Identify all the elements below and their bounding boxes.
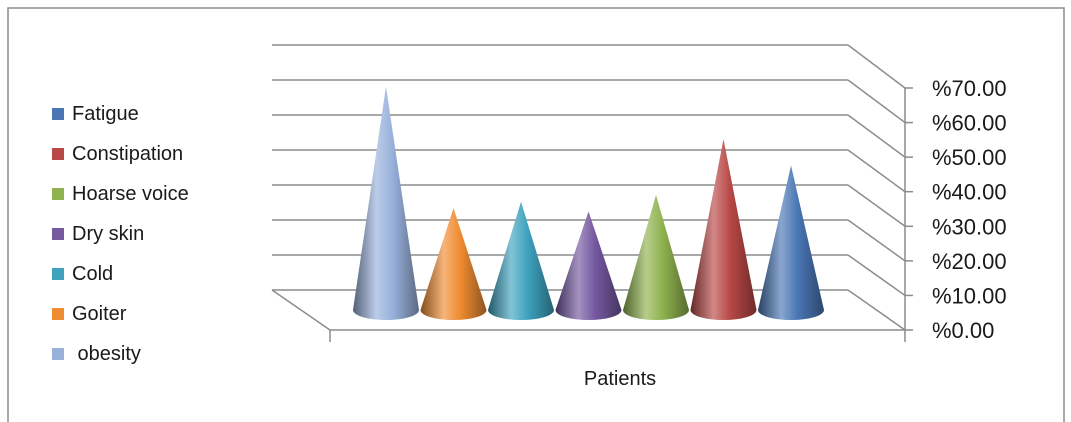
legend-item: Constipation (52, 142, 183, 166)
cone-body (623, 195, 689, 320)
legend-swatch (52, 188, 64, 200)
gridline-side (847, 289, 906, 331)
legend-label: Goiter (72, 302, 127, 325)
gridline-side (847, 149, 906, 193)
legend-item: Hoarse voice (52, 182, 189, 206)
legend-label: Dry skin (72, 222, 145, 245)
y-tick-label: %70.00 (932, 76, 1007, 101)
cone-body (353, 86, 419, 320)
legend-item: Dry skin (52, 222, 144, 246)
y-tick-label: %10.00 (932, 283, 1007, 308)
legend-label: obesity (72, 342, 141, 365)
legend-swatch (52, 228, 64, 240)
legend-swatch (52, 348, 64, 360)
cone-obesity (353, 86, 419, 320)
cone-cold (488, 201, 554, 320)
gridlines (271, 44, 906, 342)
legend-item: Goiter (52, 302, 126, 326)
x-axis-title: Patients (584, 368, 656, 390)
legend-swatch (52, 308, 64, 320)
legend-label: Constipation (72, 142, 184, 165)
chart-border (7, 7, 1065, 422)
gridline-side (847, 184, 906, 227)
gridline-side (847, 219, 906, 262)
gridline-side (847, 79, 906, 124)
floor-left-edge (271, 289, 331, 331)
cone-hoarse-voice (623, 195, 689, 320)
legend-item: obesity (52, 342, 141, 366)
y-tick-label: %20.00 (932, 249, 1007, 274)
legend-swatch (52, 148, 64, 160)
cone-body (555, 211, 622, 320)
y-tick-label: %40.00 (932, 180, 1007, 205)
cone-constipation (690, 139, 757, 320)
gridline-side (847, 114, 906, 158)
legend-item: Fatigue (52, 102, 139, 126)
legend-label: Hoarse voice (72, 182, 189, 205)
cone-dry-skin (555, 211, 622, 320)
cone-body (690, 139, 757, 320)
value-axis: %0.00 %10.00 %20.00 %30.00 %40.00 %50.00 %60.0… (904, 76, 1007, 343)
legend-swatch (52, 268, 64, 280)
y-tick-label: %30.00 (932, 214, 1007, 239)
cone-body (758, 165, 824, 320)
cone-series (353, 86, 824, 320)
legend-swatch (52, 108, 64, 120)
cone-body (488, 201, 554, 320)
gridline-side (847, 44, 906, 89)
y-tick-label: %60.00 (932, 111, 1007, 136)
cone-fatigue (758, 165, 824, 320)
legend-item: Cold (52, 262, 113, 286)
legend-label: Fatigue (72, 102, 139, 125)
y-tick-label: %50.00 (932, 145, 1007, 170)
cone-body (420, 208, 487, 320)
cone-goiter (420, 208, 487, 320)
gridline-side (847, 254, 906, 297)
legend-label: Cold (72, 262, 114, 285)
y-tick-label: %0.00 (932, 318, 994, 343)
